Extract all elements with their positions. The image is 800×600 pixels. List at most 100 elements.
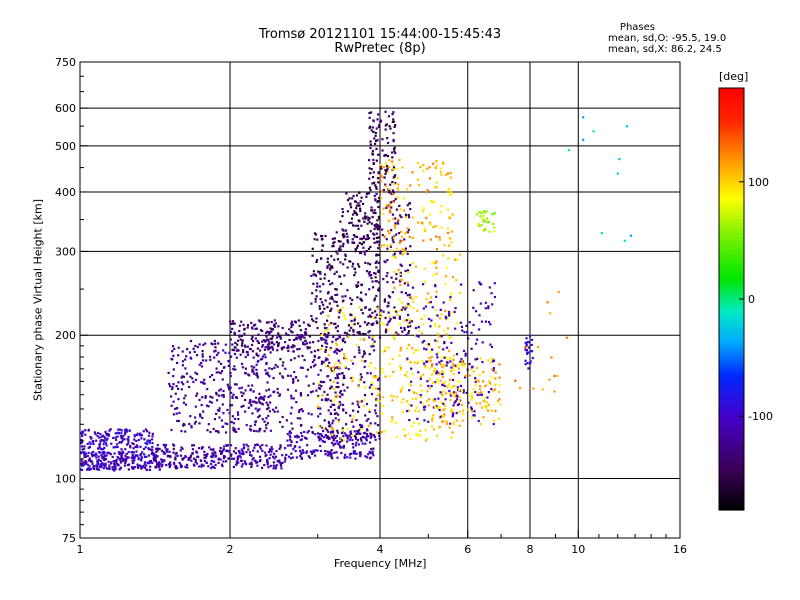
data-point <box>412 307 415 310</box>
data-point <box>338 400 341 404</box>
data-point <box>302 451 305 454</box>
data-point <box>249 388 252 391</box>
data-point <box>403 282 406 285</box>
data-point <box>318 285 321 288</box>
data-point <box>186 347 189 351</box>
data-point <box>386 247 389 250</box>
data-point <box>184 430 187 433</box>
data-point <box>327 331 330 335</box>
data-point <box>435 272 438 275</box>
data-point <box>362 236 365 239</box>
data-point <box>348 438 351 441</box>
data-point <box>224 351 227 354</box>
data-point <box>481 360 484 364</box>
colorbar-segment <box>719 299 744 304</box>
data-point <box>479 282 482 285</box>
data-point <box>389 211 392 214</box>
data-point <box>438 407 441 410</box>
data-point <box>326 266 329 269</box>
data-point <box>394 222 397 225</box>
data-point <box>275 341 278 344</box>
data-point <box>182 401 186 404</box>
data-point <box>125 452 128 455</box>
data-point <box>131 456 134 459</box>
data-point <box>330 295 333 299</box>
data-point <box>426 437 429 441</box>
data-point <box>462 409 465 412</box>
data-point <box>100 435 103 439</box>
data-point <box>250 463 253 466</box>
data-point <box>206 429 209 432</box>
data-point <box>375 375 378 378</box>
data-point <box>335 270 338 274</box>
colorbar-segment <box>719 105 744 110</box>
data-point <box>265 427 268 430</box>
data-point <box>244 461 247 465</box>
data-point <box>340 446 343 449</box>
data-point <box>304 331 308 334</box>
data-point <box>101 439 105 442</box>
data-point <box>179 449 182 452</box>
data-point <box>368 159 371 162</box>
data-point <box>320 301 324 304</box>
data-point <box>378 217 381 220</box>
data-point <box>298 347 301 351</box>
data-point <box>363 215 367 218</box>
data-point <box>424 305 428 308</box>
data-point <box>125 428 128 432</box>
data-point <box>199 413 202 416</box>
data-point <box>448 378 452 381</box>
data-point <box>303 331 307 334</box>
data-point <box>440 356 443 359</box>
data-point <box>378 287 381 290</box>
data-point <box>318 437 321 440</box>
data-point <box>381 430 384 434</box>
data-point <box>342 439 346 442</box>
data-point <box>120 456 123 459</box>
data-point <box>331 282 334 285</box>
data-point <box>380 228 384 231</box>
data-point <box>297 355 300 358</box>
data-point <box>360 400 363 403</box>
data-point <box>474 383 477 386</box>
data-point <box>213 466 216 470</box>
data-point <box>499 403 502 406</box>
data-point <box>267 348 270 351</box>
data-point <box>400 326 403 329</box>
data-point <box>365 192 369 195</box>
colorbar-segment <box>719 436 744 441</box>
data-point <box>248 428 252 431</box>
data-point <box>366 222 369 225</box>
data-point <box>298 336 301 339</box>
data-point <box>372 434 376 437</box>
data-point <box>314 233 317 236</box>
data-point <box>441 161 445 164</box>
data-point <box>449 190 452 193</box>
data-point <box>95 453 98 456</box>
data-point <box>388 296 392 299</box>
data-point <box>407 228 410 232</box>
data-point <box>291 331 294 334</box>
data-point <box>259 396 263 399</box>
y-tick-label: 400 <box>55 186 76 199</box>
data-point <box>273 319 276 322</box>
data-point <box>330 430 333 433</box>
data-point <box>250 461 253 464</box>
data-point <box>432 398 435 402</box>
data-point <box>226 408 229 412</box>
data-point <box>210 459 213 462</box>
data-point <box>394 256 397 259</box>
data-point <box>320 384 323 388</box>
data-point <box>401 248 404 251</box>
data-point <box>343 432 346 435</box>
data-point <box>230 355 233 358</box>
data-point <box>177 419 181 423</box>
data-point <box>179 454 183 457</box>
data-point <box>166 455 170 458</box>
data-point <box>398 354 401 357</box>
data-point <box>443 404 447 408</box>
data-point <box>114 438 118 441</box>
data-point <box>391 357 394 361</box>
data-point <box>120 436 123 439</box>
data-point <box>303 430 306 434</box>
